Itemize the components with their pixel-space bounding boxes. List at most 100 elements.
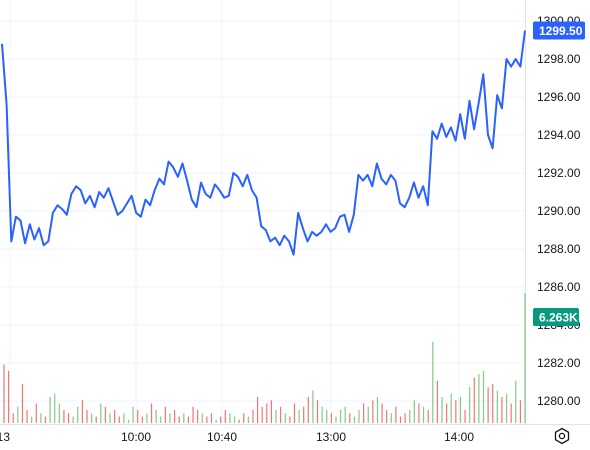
volume-bar [413, 400, 415, 423]
volume-bar [312, 390, 314, 423]
volume-bar [289, 416, 291, 423]
volume-bar [275, 410, 277, 423]
volume-bar [206, 416, 208, 423]
volume-badge [533, 308, 579, 326]
volume-bar [104, 406, 107, 423]
volume-bar [201, 413, 203, 423]
volume-bar [40, 413, 42, 423]
volume-bar [441, 397, 443, 423]
volume-bar [330, 413, 332, 423]
volume-bar [339, 410, 342, 423]
volume-bar [17, 406, 19, 423]
volume-bar [100, 403, 102, 423]
volume-bar [399, 416, 402, 423]
volume-bar [519, 400, 521, 423]
volume-bar [3, 364, 5, 423]
volume-bar [137, 410, 139, 423]
y-tick-label: 1282.00 [537, 356, 581, 370]
volume-bar [487, 387, 489, 423]
y-tick-label: 1280.00 [537, 394, 581, 408]
last-price-label: 1299.50 [539, 24, 583, 38]
volume-bar [35, 403, 37, 423]
price-line [1, 30, 526, 256]
x-tick-label: 14:00 [444, 430, 474, 444]
volume-bar [173, 410, 176, 423]
y-tick-label: 1294.00 [537, 128, 581, 142]
y-tick-label: 1292.00 [537, 166, 581, 180]
volume-bar [363, 403, 365, 423]
volume-bar [164, 406, 166, 423]
volume-bar [482, 371, 485, 423]
volume-bar [335, 416, 337, 423]
volume-bar [510, 403, 512, 423]
volume-bar [307, 397, 309, 423]
price-badges: 1299.50 6.263K [533, 21, 585, 326]
volume-bar [427, 410, 429, 423]
volume-bar [496, 390, 498, 423]
volume-bar [54, 393, 56, 423]
volume-label: 6.263K [539, 311, 578, 325]
volume-bar [432, 341, 434, 423]
volume-bar [31, 416, 33, 423]
volume-bar [293, 403, 296, 423]
volume-bar [353, 416, 356, 423]
volume-bar [298, 410, 300, 423]
volume-bar [473, 377, 475, 423]
volume-bar [169, 413, 171, 423]
volume-bar [114, 410, 116, 423]
volume-bar [58, 403, 60, 423]
volume-bar [469, 387, 471, 423]
volume-bar [349, 413, 351, 423]
volume-bar [243, 413, 245, 423]
volume-bar [91, 413, 93, 423]
volume-bar [501, 397, 503, 423]
volume-bar [155, 410, 157, 423]
volume-bar [450, 393, 452, 423]
volume-bar [316, 400, 319, 423]
chart-settings-button[interactable] [553, 427, 571, 445]
volume-bar [229, 413, 231, 423]
y-tick-label: 1298.00 [537, 52, 581, 66]
volume-bars [3, 293, 526, 423]
volume-bar [233, 416, 236, 423]
volume-bar [26, 410, 28, 423]
volume-bar [321, 406, 323, 423]
volume-bar [464, 410, 466, 423]
volume-bar [81, 400, 83, 423]
volume-bar [344, 406, 346, 423]
volume-bar [455, 400, 457, 423]
volume-bar [197, 410, 199, 423]
x-tick-label: 10:40 [207, 430, 237, 444]
volume-bar [63, 410, 65, 423]
volume-bar [372, 400, 374, 423]
volume-bar [256, 397, 259, 423]
volume-bar [524, 293, 526, 423]
last-price-badge [533, 21, 585, 40]
gear-icon [554, 427, 570, 445]
volume-bar [280, 406, 282, 423]
volume-bar [367, 406, 369, 423]
volume-bar [303, 406, 305, 423]
x-tick-label: 10:00 [121, 430, 151, 444]
volume-bar [492, 384, 494, 423]
volume-bar [146, 413, 148, 423]
volume-bar [178, 416, 180, 423]
volume-bar [67, 413, 70, 423]
volume-bar [132, 406, 134, 423]
volume-bar [395, 406, 397, 423]
volume-bar [436, 380, 438, 423]
volume-bar [86, 410, 88, 423]
volume-bar [220, 416, 222, 423]
y-tick-label: 1296.00 [537, 90, 581, 104]
volume-bar [109, 413, 111, 423]
volume-bar [261, 406, 263, 423]
volume-bar [8, 371, 10, 423]
volume-bar [123, 413, 125, 423]
volume-bar [12, 413, 14, 423]
volume-bar [446, 403, 448, 423]
y-tick-label: 1288.00 [537, 242, 581, 256]
volume-bar [49, 397, 51, 423]
volume-bar [215, 419, 217, 423]
volume-bar [238, 419, 240, 423]
